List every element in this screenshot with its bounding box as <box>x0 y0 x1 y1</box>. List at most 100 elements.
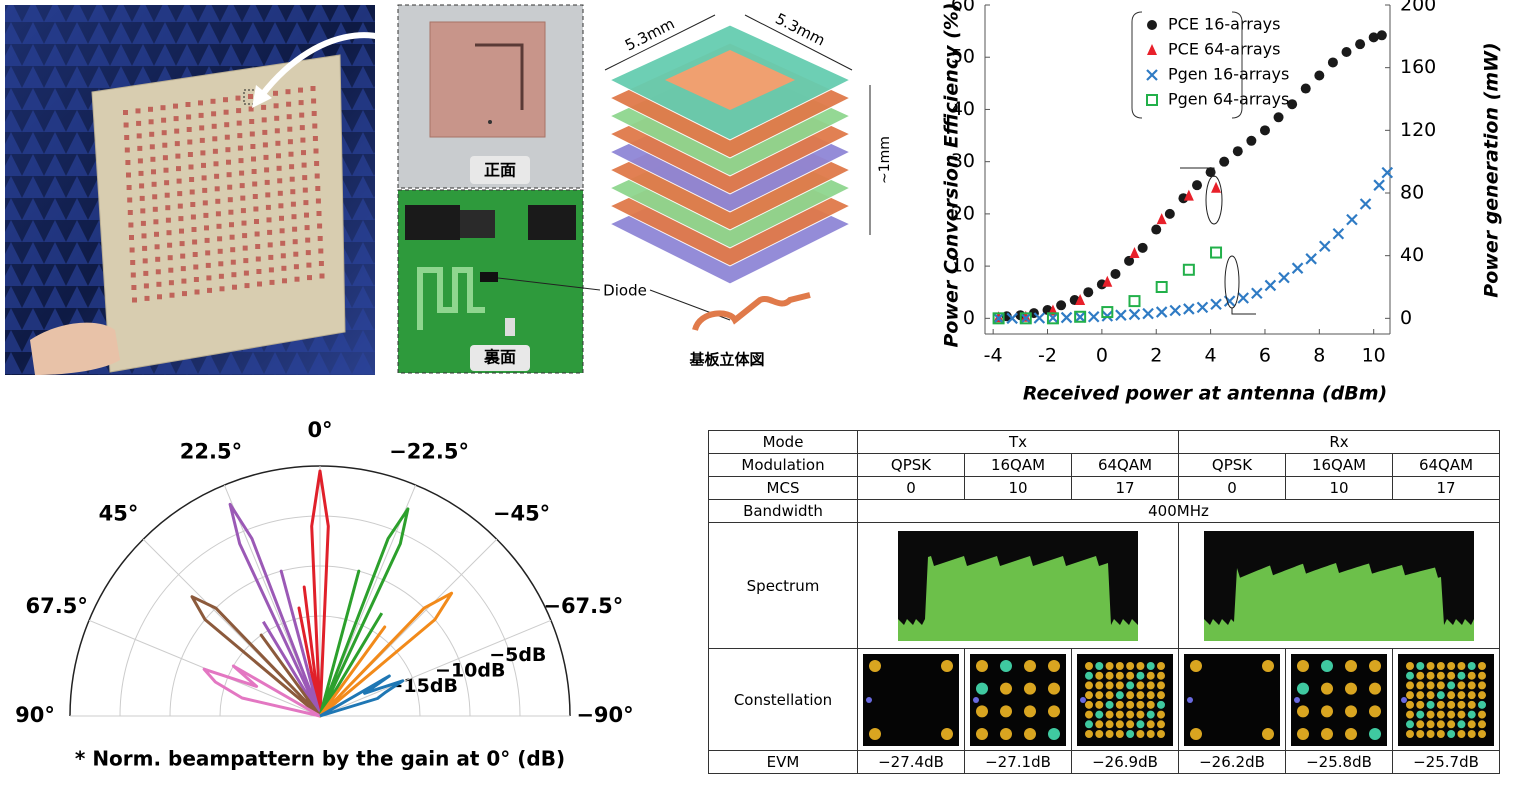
array-element <box>154 232 159 237</box>
symbol <box>1095 720 1103 728</box>
array-element <box>162 130 167 135</box>
array-element <box>248 94 253 99</box>
array-element <box>254 219 259 224</box>
array-element <box>302 163 307 168</box>
array-element <box>270 280 275 285</box>
array-element <box>124 123 129 128</box>
symbol <box>1147 681 1155 689</box>
array-element <box>307 275 312 280</box>
diode-chip <box>480 272 498 282</box>
array-element <box>150 144 155 149</box>
spectrum-rx <box>1204 531 1474 641</box>
array-element <box>299 113 304 118</box>
symbol <box>1416 681 1424 689</box>
array-element <box>206 275 211 280</box>
symbol <box>1106 720 1114 728</box>
array-element <box>291 202 296 207</box>
chip-front <box>430 22 545 137</box>
array-element <box>231 272 236 277</box>
cell <box>1072 649 1179 751</box>
symbol <box>1457 671 1465 679</box>
point <box>1342 47 1352 57</box>
symbol <box>1297 705 1309 717</box>
array-element <box>253 207 258 212</box>
array-element <box>216 211 221 216</box>
symbol <box>869 728 881 740</box>
x-tick-label: 2 <box>1150 345 1162 367</box>
array-element <box>214 174 219 179</box>
symbol <box>1406 671 1414 679</box>
array-element <box>306 250 311 255</box>
symbol <box>1457 720 1465 728</box>
array-element <box>150 157 155 162</box>
array-element <box>250 144 255 149</box>
symbol <box>1297 660 1309 672</box>
array-element <box>223 97 228 102</box>
symbol <box>869 660 881 672</box>
array-element <box>193 252 198 257</box>
array-element <box>227 185 232 190</box>
cell: Constellation <box>709 649 858 751</box>
array-element <box>152 194 157 199</box>
spectrum-trace <box>898 556 1138 641</box>
symbol <box>1468 700 1476 708</box>
cell: Spectrum <box>709 523 858 649</box>
point <box>1333 229 1343 239</box>
array-element <box>243 246 248 251</box>
cell: Modulation <box>709 454 858 477</box>
point <box>1306 254 1316 264</box>
point <box>1157 307 1167 317</box>
theta-tick-label: 22.5° <box>180 440 242 464</box>
symbol <box>1157 700 1165 708</box>
array-element <box>132 298 137 303</box>
array-element <box>282 278 287 283</box>
array-element <box>180 254 185 259</box>
array-element <box>295 277 300 282</box>
symbol <box>1136 691 1144 699</box>
symbol <box>1116 691 1124 699</box>
array-element <box>199 125 204 130</box>
array-element <box>229 222 234 227</box>
symbol <box>1345 728 1357 740</box>
array-element <box>242 221 247 226</box>
meander-line <box>695 295 810 330</box>
symbol <box>1116 671 1124 679</box>
symbol <box>1427 730 1435 738</box>
symbol <box>1106 700 1114 708</box>
array-element <box>173 104 178 109</box>
array-element <box>273 91 278 96</box>
symbol <box>1478 681 1486 689</box>
array-element <box>156 282 161 287</box>
cell: 64QAM <box>1393 454 1500 477</box>
point <box>1314 71 1324 81</box>
point <box>1265 280 1275 290</box>
array-element <box>245 283 250 288</box>
array-element <box>215 186 220 191</box>
array-element <box>149 119 154 124</box>
array-element <box>236 96 241 101</box>
array-element <box>164 180 169 185</box>
array-element <box>217 224 222 229</box>
symbol <box>1147 700 1155 708</box>
array-element <box>136 108 141 113</box>
symbol <box>1468 671 1476 679</box>
array-element <box>167 230 172 235</box>
array-element <box>179 229 184 234</box>
array-element <box>249 119 254 124</box>
array-element <box>240 183 245 188</box>
cell: QPSK <box>858 454 965 477</box>
array-element <box>227 172 232 177</box>
cell: 16QAM <box>965 454 1072 477</box>
array-element <box>292 227 297 232</box>
pilot <box>866 697 872 703</box>
symbol <box>1416 700 1424 708</box>
array-element <box>241 208 246 213</box>
array-element <box>262 130 267 135</box>
array-element <box>182 291 187 296</box>
symbol <box>1437 720 1445 728</box>
pilot <box>1401 697 1407 703</box>
legend-marker <box>1147 70 1157 80</box>
array-element <box>306 263 311 268</box>
point <box>1143 309 1153 319</box>
constellation-image <box>970 654 1066 746</box>
